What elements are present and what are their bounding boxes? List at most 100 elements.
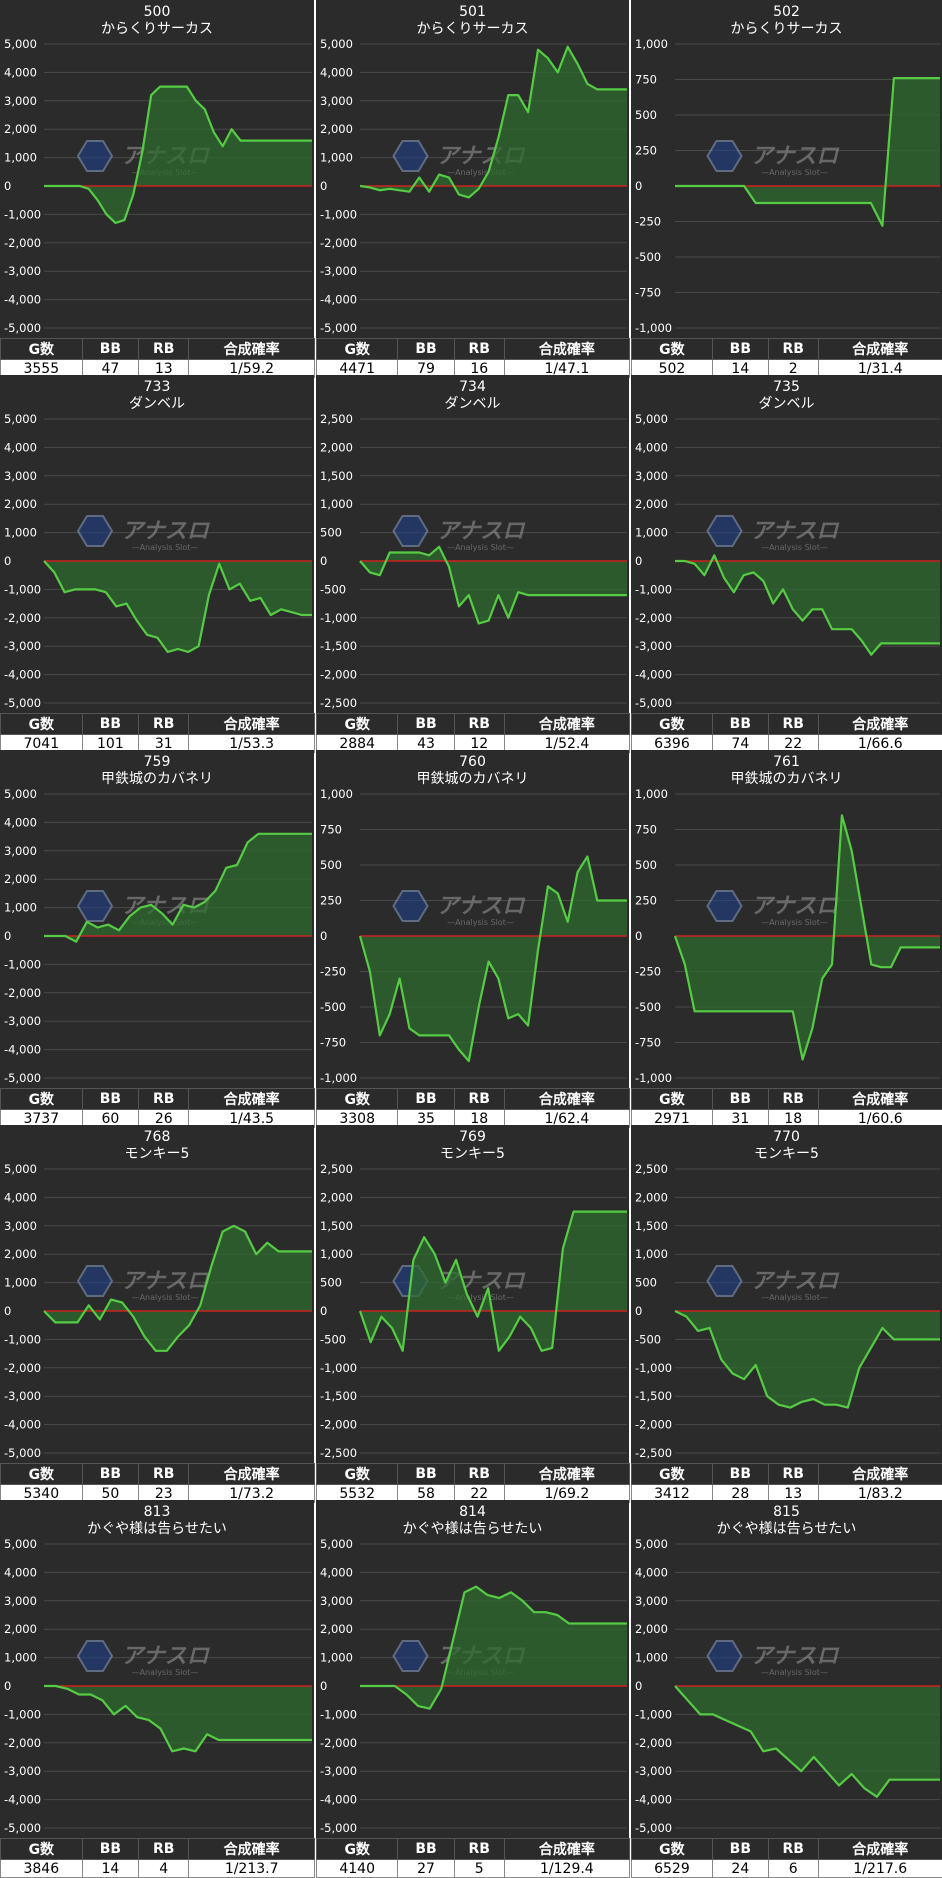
chart-card: 502 からくりサーカス 1,000 750 500 250 0 -250 -500 -750 -1… — [631, 0, 942, 378]
y-tick-label: -2,000 — [320, 236, 357, 250]
chart-title: 770 — [773, 1129, 800, 1145]
bb-value: 60 — [81, 1109, 140, 1128]
y-tick-label: -500 — [635, 250, 661, 264]
y-tick-label: 2,000 — [635, 497, 668, 511]
y-tick-label: 2,000 — [4, 1622, 37, 1636]
y-tick-label: 500 — [635, 1276, 657, 1290]
chart-subtitle: かぐや様は告らせたい — [717, 1521, 857, 1537]
watermark-logo: アナスロ—Analysis Slot— — [706, 1265, 841, 1302]
chart-subtitle: ダンベル — [759, 396, 815, 412]
header-rate: 合成確率 — [188, 1838, 315, 1860]
y-tick-label: -1,000 — [4, 1332, 41, 1346]
header-games: G数 — [315, 338, 399, 360]
watermark-logo: アナスロ—Analysis Slot— — [706, 140, 840, 177]
header-games: G数 — [0, 338, 83, 360]
y-tick-label: 2,000 — [4, 1247, 37, 1261]
y-tick-label: -5,000 — [635, 1821, 672, 1835]
chart-subtitle: からくりサーカス — [417, 21, 529, 37]
header-rate: 合成確率 — [817, 338, 942, 360]
header-games: G数 — [631, 1838, 713, 1860]
watermark-sub: —Analysis Slot— — [447, 918, 514, 927]
watermark-brand: アナスロ — [751, 1269, 841, 1294]
series-line — [358, 855, 627, 1063]
stats-table: G数 BB RB 合成確率 2884 43 12 1/52.4 — [315, 713, 630, 753]
series-line — [675, 554, 940, 656]
y-tick-label: 5,000 — [635, 412, 668, 426]
rate-value: 1/31.4 — [817, 359, 942, 378]
chart-panel: 734 ダンベル 2,500 2,000 1,500 1,000 500 0 -500 -1,00… — [316, 375, 629, 713]
stats-table: G数 BB RB 合成確率 5532 58 22 1/69.2 — [315, 1463, 630, 1503]
y-tick-label: -500 — [635, 1000, 661, 1014]
y-tick-label: 1,000 — [320, 497, 353, 511]
y-tick-label: 1,000 — [320, 1651, 353, 1665]
bb-value: 74 — [711, 734, 769, 753]
rb-value: 5 — [453, 1859, 505, 1878]
chart-subtitle: ダンベル — [129, 396, 185, 412]
games-value: 5340 — [0, 1484, 83, 1503]
rate-value: 1/60.6 — [817, 1109, 942, 1128]
header-rb: RB — [138, 713, 190, 735]
watermark-sub: —Analysis Slot— — [761, 1668, 828, 1677]
series-area — [360, 46, 627, 198]
y-tick-label: -5,000 — [635, 696, 672, 710]
games-value: 7041 — [0, 734, 83, 753]
rate-value: 1/217.6 — [817, 1859, 942, 1878]
y-tick-label: 1,000 — [4, 1276, 37, 1290]
y-tick-label: -5,000 — [4, 321, 41, 335]
watermark-sub: —Analysis Slot— — [447, 168, 514, 177]
series-line — [44, 1684, 312, 1753]
header-games: G数 — [631, 1088, 713, 1110]
bb-value: 79 — [397, 359, 455, 378]
series-area — [360, 1586, 627, 1709]
rate-value: 1/73.2 — [188, 1484, 315, 1503]
y-tick-label: 4,000 — [4, 65, 37, 79]
header-rb: RB — [138, 1463, 190, 1485]
chart-title: 760 — [459, 754, 486, 770]
chart-subtitle: 甲鉄城のカバネリ — [731, 771, 843, 787]
y-tick-label: -4,000 — [635, 1793, 672, 1807]
y-tick-label: 1,500 — [320, 1219, 353, 1233]
series-area — [44, 1225, 312, 1351]
series-line — [43, 560, 312, 653]
header-bb: BB — [81, 1088, 140, 1110]
y-tick-label: 4,000 — [320, 65, 353, 79]
y-tick-label: -4,000 — [635, 668, 672, 682]
y-tick-label: 1,000 — [635, 1651, 668, 1665]
stats-table: G数 BB RB 合成確率 4140 27 5 1/129.4 — [315, 1838, 630, 1878]
y-tick-label: 5,000 — [4, 1537, 37, 1551]
y-tick-label: -2,000 — [320, 1418, 357, 1432]
header-rb: RB — [138, 338, 190, 360]
series-line — [358, 1210, 627, 1352]
y-tick-label: 3,000 — [4, 1594, 37, 1608]
games-value: 6529 — [631, 1859, 713, 1878]
y-tick-label: 3,000 — [4, 1219, 37, 1233]
y-tick-label: -500 — [320, 1332, 346, 1346]
rb-value: 4 — [138, 1859, 190, 1878]
y-tick-label: 3,000 — [4, 469, 37, 483]
y-tick-label: 3,000 — [635, 469, 668, 483]
rb-value: 18 — [767, 1109, 819, 1128]
games-value: 4471 — [315, 359, 399, 378]
y-tick-label: -5,000 — [4, 696, 41, 710]
y-tick-label: 4,000 — [635, 1565, 668, 1579]
y-tick-label: -4,000 — [4, 1793, 41, 1807]
stats-table: G数 BB RB 合成確率 3308 35 18 1/62.4 — [315, 1088, 630, 1128]
header-rate: 合成確率 — [817, 1463, 942, 1485]
chart-panel: 502 からくりサーカス 1,000 750 500 250 0 -250 -500 -750 -1… — [631, 0, 942, 338]
chart-subtitle: モンキー5 — [125, 1146, 190, 1162]
chart-title: 759 — [144, 754, 171, 770]
y-tick-label: -250 — [635, 965, 661, 979]
header-games: G数 — [315, 1463, 399, 1485]
series-area — [44, 833, 312, 942]
watermark-brand: アナスロ — [437, 894, 527, 919]
y-tick-label: -1,000 — [635, 321, 672, 335]
header-rate: 合成確率 — [817, 1088, 942, 1110]
series-line — [359, 545, 627, 625]
chart-title: 813 — [144, 1504, 171, 1520]
series-line — [674, 1685, 940, 1798]
watermark-logo: アナスロ—Analysis Slot— — [76, 1265, 211, 1302]
y-tick-label: -1,000 — [320, 611, 357, 625]
